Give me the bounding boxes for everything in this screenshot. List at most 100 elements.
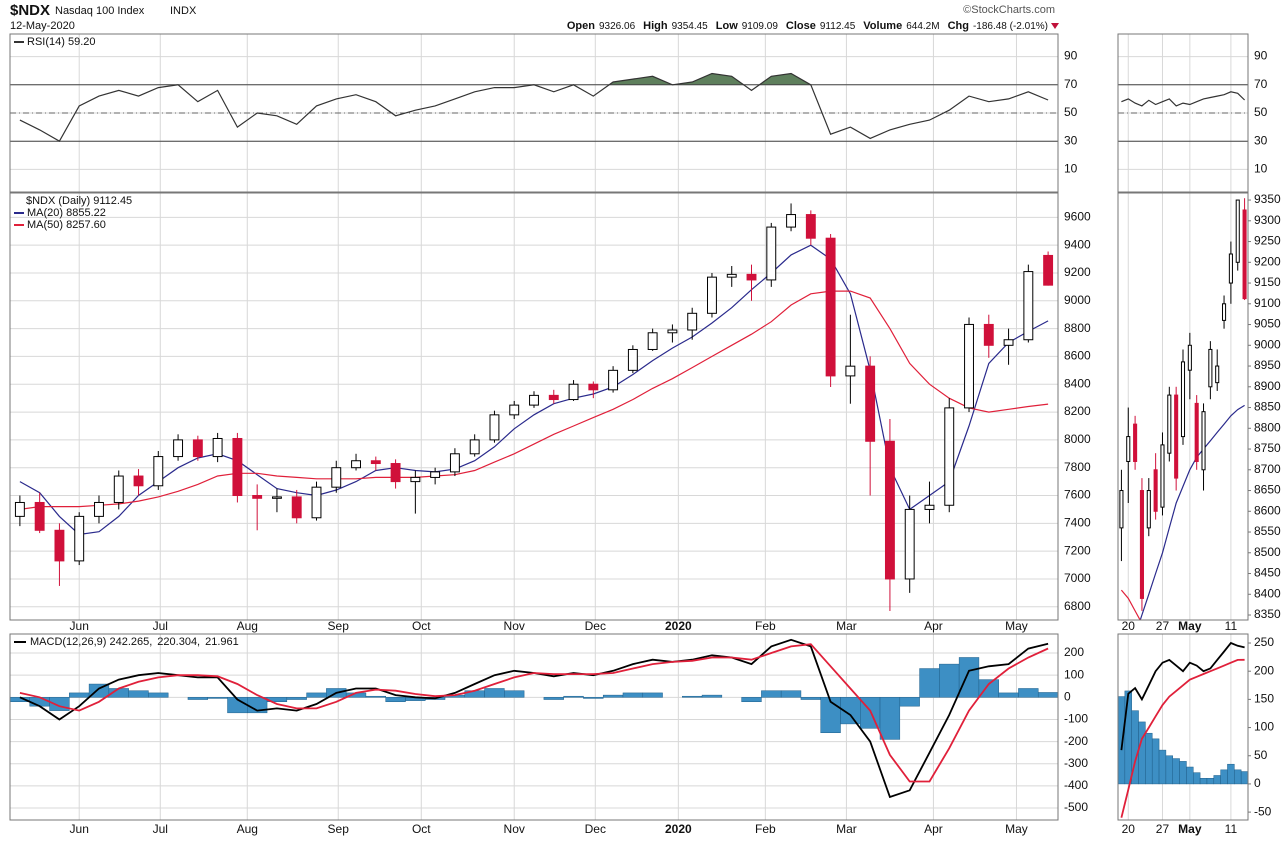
histogram-bar — [128, 690, 149, 698]
y-tick-label: -50 — [1254, 804, 1272, 818]
y-tick-label: 9350 — [1254, 192, 1281, 206]
x-tick-label: May — [1178, 822, 1202, 836]
y-tick-label: 9000 — [1254, 337, 1281, 351]
y-tick-label: 8750 — [1254, 441, 1281, 455]
y-tick-label: 9050 — [1254, 317, 1281, 331]
candle-body — [370, 460, 381, 465]
histogram-bar — [899, 697, 920, 707]
histogram-bar — [286, 697, 307, 700]
histogram-bar — [1186, 766, 1194, 785]
y-tick-label: 10 — [1064, 162, 1078, 176]
histogram-bar — [1165, 755, 1173, 785]
y-tick-label: 9100 — [1254, 296, 1281, 310]
candle-body — [1228, 253, 1233, 284]
y-tick-label: 90 — [1064, 49, 1078, 63]
y-tick-label: 9400 — [1064, 237, 1091, 251]
candle-body — [252, 495, 263, 499]
candle-body — [1235, 199, 1240, 263]
histogram-bar — [1227, 763, 1235, 785]
y-tick-label: 9600 — [1064, 210, 1091, 224]
candle-body — [548, 394, 559, 401]
y-tick-label: 100 — [1064, 667, 1084, 681]
histogram-bar — [385, 697, 406, 703]
x-tick-label: Jul — [153, 822, 168, 836]
x-tick-label: Apr — [924, 822, 943, 836]
candle-body — [588, 383, 599, 391]
candle-body — [311, 486, 322, 519]
histogram-bar — [563, 695, 584, 698]
candle-body — [944, 407, 955, 506]
y-tick-label: 8000 — [1064, 432, 1091, 446]
x-tick-label: May — [1005, 822, 1028, 836]
x-tick-label: Jul — [153, 619, 168, 633]
y-tick-label: 8200 — [1064, 404, 1091, 418]
legend-entry: MACD(12,26,9) 242.265, — [30, 636, 152, 648]
stat-label: Chg — [948, 20, 969, 32]
histogram-bar — [1172, 758, 1180, 785]
x-tick-label: Oct — [412, 822, 431, 836]
stat-label: Close — [786, 20, 816, 32]
y-tick-label: 8700 — [1254, 462, 1281, 476]
candle-body — [113, 475, 124, 503]
histogram-bar — [484, 688, 505, 698]
y-tick-label: 100 — [1254, 720, 1274, 734]
histogram-bar — [1234, 769, 1242, 785]
histogram-bar — [1240, 771, 1248, 785]
histogram-bar — [1213, 775, 1221, 785]
histogram-bar — [998, 692, 1019, 698]
y-tick-label: -300 — [1064, 756, 1088, 770]
candle-body — [192, 439, 203, 458]
candle-body — [1201, 411, 1206, 471]
histogram-bar — [148, 692, 169, 698]
histogram-bar — [958, 657, 980, 698]
panel — [1118, 34, 1248, 192]
candle-body — [1242, 209, 1247, 300]
legend-entry: 21.961 — [205, 636, 239, 648]
y-tick-label: 70 — [1064, 77, 1078, 91]
histogram-bar — [1118, 696, 1126, 785]
x-tick-label: Feb — [755, 822, 776, 836]
candle-body — [449, 453, 460, 473]
y-tick-label: -100 — [1064, 712, 1088, 726]
x-tick-label: Sep — [328, 619, 350, 633]
candle-body — [529, 394, 539, 406]
candle-body — [726, 273, 737, 278]
candle-body — [904, 508, 915, 580]
histogram-bar — [306, 692, 327, 698]
histogram-bar — [939, 663, 960, 698]
panel — [1118, 634, 1248, 820]
candle-body — [766, 226, 777, 281]
candle-body — [964, 323, 974, 409]
panel-frame — [1117, 33, 1249, 193]
y-tick-label: 10 — [1254, 162, 1268, 176]
candle-body — [291, 496, 302, 519]
candle-body — [1146, 490, 1151, 529]
histogram-bar — [978, 679, 999, 698]
x-tick-label: Mar — [836, 619, 857, 633]
candle-body — [54, 529, 65, 562]
candle-body — [667, 329, 678, 334]
legend-entry: 220.304, — [157, 636, 200, 648]
line-series — [1120, 658, 1245, 818]
x-tick-label: 11 — [1225, 822, 1238, 836]
y-tick-label: 30 — [1254, 133, 1268, 147]
y-tick-label: 8650 — [1254, 483, 1281, 497]
x-tick-label: 2020 — [665, 619, 692, 633]
legend-entry: MA(50) 8257.60 — [27, 219, 106, 231]
histogram-bar — [642, 692, 663, 698]
panel-frame — [1117, 633, 1249, 821]
candle-body — [34, 501, 45, 531]
x-tick-label: Dec — [585, 619, 606, 633]
candle-body — [1167, 394, 1172, 454]
candle-body — [1023, 271, 1034, 341]
stat-value: 9326.06 — [599, 21, 636, 32]
panel-frame — [9, 33, 1059, 193]
candle-body — [1208, 348, 1213, 388]
histogram-bar — [583, 697, 604, 699]
y-tick-label: 50 — [1254, 105, 1268, 119]
y-tick-label: 8350 — [1254, 607, 1281, 621]
histogram-bar — [741, 697, 762, 703]
panel-frame — [9, 192, 1059, 621]
stat-label: Open — [567, 20, 595, 32]
histogram-bar — [1199, 778, 1208, 785]
